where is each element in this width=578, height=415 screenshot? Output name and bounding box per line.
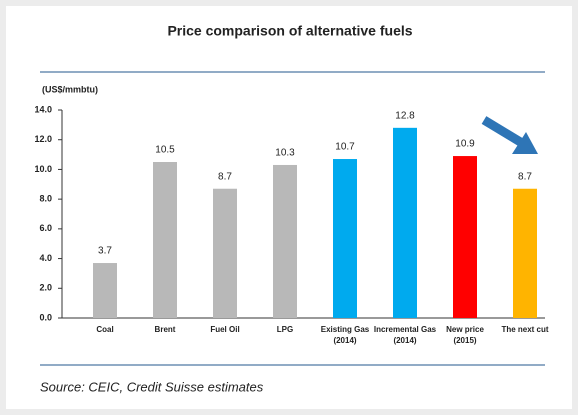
y-tick-label: 10.0 (34, 164, 52, 174)
x-tick-label: The next cut (501, 325, 548, 334)
x-tick-label: New price (2015) (446, 325, 484, 345)
data-label: 8.7 (218, 171, 232, 182)
data-label: 10.7 (335, 142, 355, 153)
data-label: 10.9 (455, 139, 475, 150)
arrow (481, 116, 538, 154)
data-label: 8.7 (518, 171, 532, 182)
y-tick-label: 14.0 (34, 104, 52, 114)
x-tick-label: Incremental Gas (2014) (374, 325, 437, 345)
y-tick-label: 12.0 (34, 134, 52, 144)
bar (513, 188, 537, 318)
bar (213, 188, 237, 318)
source: Source: CEIC, Credit Suisse estimates (40, 379, 264, 394)
x-tick-label: Coal (96, 325, 113, 334)
y-tick-label: 4.0 (39, 253, 52, 263)
bar (333, 159, 357, 318)
x-tick-label: LPG (277, 325, 293, 334)
x-tick-label-line: (2014) (393, 336, 416, 345)
arrow-shaft (481, 116, 525, 147)
y-tick-label: 0.0 (39, 312, 52, 322)
x-tick-label: Fuel Oil (210, 325, 239, 334)
x-tick-label: Existing Gas (2014) (321, 325, 370, 345)
y-tick-label: 8.0 (39, 194, 52, 204)
x-tick-label-line: (2015) (453, 336, 476, 345)
bar (93, 263, 117, 318)
x-tick-label-line: Incremental Gas (374, 325, 437, 334)
x-tick-label: Brent (155, 325, 176, 334)
x-tick-label-line: New price (446, 325, 484, 334)
x-tick-label-line: Existing Gas (321, 325, 370, 334)
data-label: 10.3 (275, 148, 295, 159)
arrow-head (512, 132, 538, 154)
bar (453, 156, 477, 318)
y-tick-label: 2.0 (39, 283, 52, 293)
bar (273, 164, 297, 318)
x-tick-label-line: (2014) (333, 336, 356, 345)
bar (153, 162, 177, 318)
data-label: 3.7 (98, 246, 112, 257)
bar (393, 127, 417, 318)
y-axis-label: (US$/mmbtu) (42, 84, 98, 94)
chart-title: Price comparison of alternative fuels (167, 23, 412, 39)
data-label: 10.5 (155, 145, 175, 156)
data-label: 12.8 (395, 110, 415, 121)
y-tick-label: 6.0 (39, 223, 52, 233)
